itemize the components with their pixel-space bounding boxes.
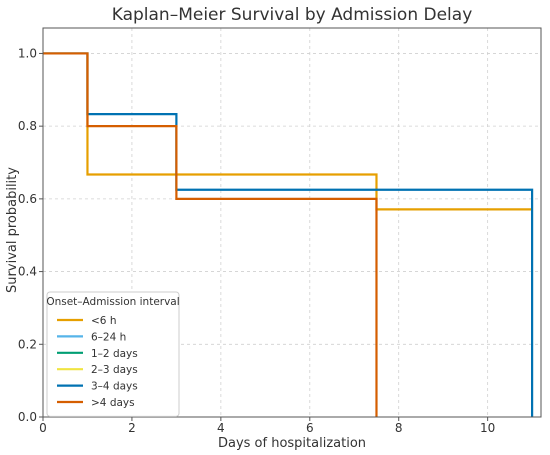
series-line-5 <box>43 52 378 417</box>
legend-label-2: 1–2 days <box>91 348 138 360</box>
x-tick-label: 8 <box>395 421 403 435</box>
legend-label-0: <6 h <box>91 315 116 327</box>
x-tick-label: 10 <box>480 421 495 435</box>
legend-label-3: 2–3 days <box>91 364 138 376</box>
y-axis-label: Survival probability <box>5 167 20 293</box>
axes: 0 2 4 6 8 10 0.0 0.2 0.4 0.6 0.8 1.0 <box>18 27 542 435</box>
y-tick-label: 1.0 <box>18 46 37 60</box>
legend: Onset–Admission interval <6 h 6–24 h 1–2 da… <box>46 291 180 417</box>
legend-label-1: 6–24 h <box>91 331 126 343</box>
x-tick-label: 2 <box>128 421 136 435</box>
series-layer <box>43 52 534 417</box>
legend-label-5: >4 days <box>91 397 135 409</box>
legend-label-4: 3–4 days <box>91 381 138 393</box>
y-tick-label: 0.6 <box>18 192 37 206</box>
x-tick-label: 4 <box>217 421 225 435</box>
y-tick-label: 0.0 <box>18 410 37 424</box>
y-tick-label: 0.2 <box>18 337 37 351</box>
x-axis-label: Days of hospitalization <box>218 436 366 451</box>
y-tick-label: 0.4 <box>18 265 37 279</box>
legend-title: Onset–Admission interval <box>46 296 179 308</box>
chart-title: Kaplan–Meier Survival by Admission Delay <box>112 5 473 25</box>
x-tick-label: 6 <box>306 421 314 435</box>
x-tick-label: 0 <box>39 421 47 435</box>
plot-frame <box>42 27 542 418</box>
series-line-0 <box>43 52 533 211</box>
grid <box>43 28 541 417</box>
y-tick-label: 0.8 <box>18 119 37 133</box>
